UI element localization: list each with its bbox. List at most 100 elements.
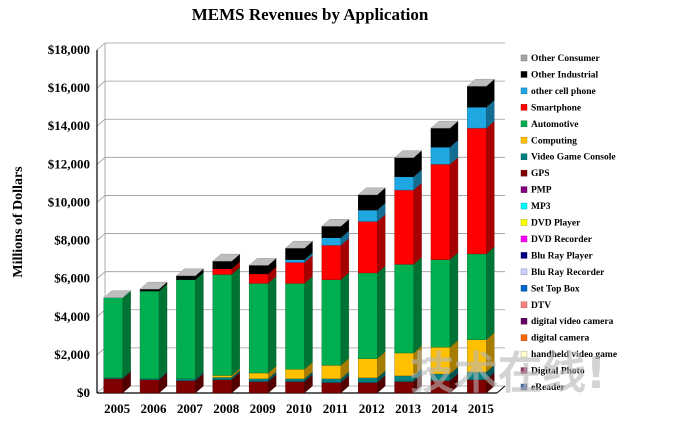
bar-segment <box>430 259 451 348</box>
bar-segment <box>467 106 487 129</box>
legend-swatch <box>520 367 528 374</box>
bar-segment <box>321 382 342 394</box>
bar-stack <box>357 187 386 394</box>
bar-segment <box>103 378 123 394</box>
bar-segment-side <box>267 276 277 374</box>
legend-swatch <box>520 137 528 144</box>
y-tick-label: $16,000 <box>48 80 90 95</box>
bar-segment <box>467 253 487 340</box>
bar-segment <box>176 279 196 379</box>
y-tick-label: $2,000 <box>54 347 90 362</box>
bar-segment <box>285 262 305 284</box>
bar-segment <box>176 275 196 280</box>
legend-swatch <box>520 285 528 292</box>
bar-segment <box>176 380 196 394</box>
x-tick-label: 2006 <box>141 401 168 416</box>
bar-segment <box>212 377 232 380</box>
chart-title: MEMS Revenues by Application <box>192 5 429 24</box>
x-tick-label: 2013 <box>395 401 422 416</box>
bar-segment-side <box>449 252 459 348</box>
bar-segment-side <box>413 257 422 354</box>
bar-segment <box>139 288 160 292</box>
legend-swatch <box>520 235 528 243</box>
legend-label: Computing <box>531 136 577 146</box>
bar-stack <box>103 290 132 394</box>
bar-segment <box>394 264 414 354</box>
bar-stack <box>321 218 350 394</box>
legend-swatch <box>520 54 528 62</box>
legend: Other Consumer Other Industrial other cell… <box>520 54 617 393</box>
bar-segment <box>248 381 269 394</box>
legend-swatch <box>520 104 528 111</box>
bar-stack <box>430 120 459 394</box>
legend-label: PMP <box>531 186 552 196</box>
bar-stack <box>466 78 495 394</box>
legend-label: DVD Player <box>531 219 581 229</box>
bar-segment <box>248 378 269 382</box>
bar-segment <box>285 381 305 394</box>
legend-label: Other Consumer <box>531 54 600 64</box>
bar-segment-side <box>195 272 204 380</box>
legend-swatch <box>520 153 528 160</box>
bar-segment-side <box>304 276 313 370</box>
legend-label: DTV <box>531 301 551 311</box>
legend-swatch <box>520 301 528 308</box>
bar-segment-side <box>413 182 422 265</box>
legend-label: Digital Photo <box>531 367 585 377</box>
bar-segment-side <box>122 290 131 379</box>
bar-segment <box>285 247 305 260</box>
bar-segment <box>176 378 196 381</box>
bar-top <box>466 79 495 87</box>
legend-swatch <box>520 334 528 341</box>
bar-segment <box>248 265 269 275</box>
bar-segment <box>248 372 269 379</box>
legend-swatch <box>520 318 528 325</box>
bar-stack <box>175 268 204 394</box>
legend-swatch <box>520 120 528 128</box>
bar-segment <box>394 157 414 177</box>
bar-segment <box>212 379 232 394</box>
legend-swatch <box>520 71 528 78</box>
bar-segment <box>321 245 342 280</box>
bar-segment <box>285 378 305 382</box>
bar-segment-side <box>340 272 350 366</box>
gridline-depth <box>96 80 106 89</box>
legend-swatch <box>520 219 528 226</box>
legend-label: digital video camera <box>531 317 614 327</box>
bar-stack <box>248 257 277 394</box>
x-tick-label: 2015 <box>468 401 495 416</box>
bar-segment <box>139 290 160 379</box>
bar-stack <box>394 150 423 394</box>
bar-segment <box>358 272 378 359</box>
bar-segment <box>212 375 232 378</box>
bar-segment <box>358 358 378 378</box>
gridline-depth <box>96 157 106 165</box>
gridline-depth <box>96 271 106 279</box>
y-tick-label: $12,000 <box>48 156 90 171</box>
bar-top <box>139 281 168 290</box>
gridline-depth <box>96 233 106 241</box>
bar-segment-side <box>449 157 459 260</box>
legend-label: Automotive <box>531 120 579 130</box>
y-tick-label: $8,000 <box>54 233 90 248</box>
bar-segment-side <box>158 283 168 380</box>
legend-label: DVD Recorder <box>531 235 593 245</box>
legend-label: Smartphone <box>531 103 581 113</box>
bar-segment <box>212 268 232 275</box>
bar-stack <box>139 281 168 394</box>
bar-segment <box>394 176 414 191</box>
x-tick-label: 2010 <box>286 401 312 416</box>
bar-segment <box>321 279 342 366</box>
watermark-text: 技术在线! <box>410 348 606 399</box>
bar-segment-side <box>377 214 386 274</box>
legend-label: Blu Ray Recorder <box>531 268 605 278</box>
bar-segment <box>467 127 487 255</box>
x-tick-label: 2008 <box>213 401 240 416</box>
bar-segment <box>285 259 305 263</box>
legend-swatch <box>520 268 528 276</box>
y-tick-label: $6,000 <box>54 271 90 286</box>
bar-segment-side <box>377 265 386 360</box>
legend-label: handheld video game <box>531 350 617 360</box>
bar-segment <box>248 283 269 374</box>
